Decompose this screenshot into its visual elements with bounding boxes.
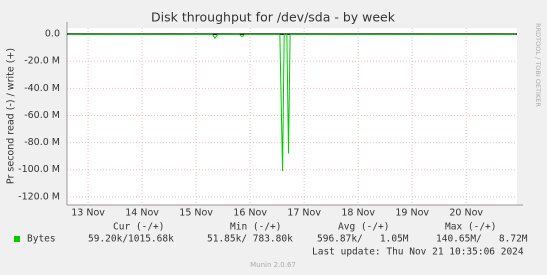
x-tick-label: 14 Nov	[125, 208, 159, 219]
y-tick-label: 0.0	[45, 29, 60, 40]
y-tick-label: -60.0 M	[24, 110, 60, 121]
side-label: RRDTOOL / TOBI OETIKER	[534, 23, 542, 107]
y-tick-label: -80.0 M	[24, 137, 60, 148]
y-axis-label: Pr second read (-) / write (+)	[6, 48, 17, 184]
x-tick-label: 16 Nov	[233, 208, 267, 219]
legend-header: Min (-/+)	[230, 222, 281, 233]
legend-value: 140.65M/ 8.72M	[436, 234, 528, 245]
chart-title: Disk throughput for /dev/sda - by week	[151, 10, 396, 25]
y-tick-label: -120.0 M	[18, 191, 60, 202]
y-tick-label: -100.0 M	[18, 164, 60, 175]
x-tick-label: 15 Nov	[179, 208, 213, 219]
x-tick-label: 20 Nov	[449, 208, 483, 219]
x-tick-label: 17 Nov	[287, 208, 321, 219]
legend-header: Avg (-/+)	[338, 222, 389, 233]
legend-value: 51.85k/ 783.80k	[207, 234, 293, 245]
legend-header: Cur (-/+)	[113, 222, 164, 233]
plot-area	[67, 28, 517, 205]
data-line	[67, 33, 517, 172]
y-tick-label: -40.0 M	[24, 83, 60, 94]
legend-swatch	[14, 236, 20, 242]
footer: Munin 2.0.67	[250, 261, 296, 269]
x-tick-label: 13 Nov	[71, 208, 105, 219]
legend-label: Bytes	[27, 234, 56, 245]
last-update: Last update: Thu Nov 21 10:35:06 2024	[312, 247, 524, 258]
legend-header: Max (-/+)	[445, 222, 496, 233]
legend-value: 59.20k/1015.68k	[88, 234, 174, 245]
x-tick-label: 19 Nov	[395, 208, 429, 219]
y-tick-label: -20.0 M	[24, 56, 60, 67]
legend-value: 596.87k/ 1.05M	[317, 234, 409, 245]
x-tick-label: 18 Nov	[341, 208, 375, 219]
